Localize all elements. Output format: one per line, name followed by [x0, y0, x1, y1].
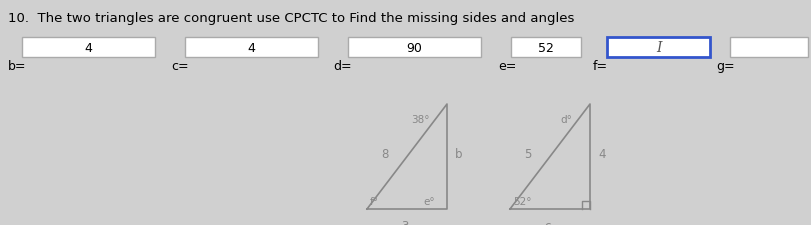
Text: g=: g= [716, 60, 735, 73]
FancyBboxPatch shape [730, 38, 808, 58]
FancyBboxPatch shape [22, 38, 155, 58]
Text: c: c [545, 219, 551, 225]
FancyBboxPatch shape [511, 38, 581, 58]
Text: e=: e= [498, 60, 517, 73]
Text: 3: 3 [401, 219, 409, 225]
Text: b=: b= [8, 60, 27, 73]
Text: 5: 5 [525, 148, 532, 161]
FancyBboxPatch shape [607, 38, 710, 58]
Text: 38°: 38° [411, 115, 430, 124]
Text: I: I [656, 41, 661, 55]
FancyBboxPatch shape [348, 38, 481, 58]
Text: 8: 8 [381, 148, 388, 161]
Text: f=: f= [593, 60, 608, 73]
Text: f°: f° [370, 196, 379, 206]
Text: e°: e° [423, 196, 435, 206]
Text: b: b [455, 148, 462, 161]
Text: c=: c= [171, 60, 189, 73]
FancyBboxPatch shape [185, 38, 318, 58]
Text: 52°: 52° [513, 196, 531, 206]
Text: 4: 4 [84, 41, 92, 54]
Text: 4: 4 [247, 41, 255, 54]
Text: 10.  The two triangles are congruent use CPCTC to Find the missing sides and ang: 10. The two triangles are congruent use … [8, 12, 574, 25]
Text: 90: 90 [406, 41, 423, 54]
Text: d=: d= [333, 60, 352, 73]
Text: 4: 4 [598, 148, 606, 161]
Text: 52: 52 [538, 41, 554, 54]
Text: d°: d° [560, 115, 572, 124]
